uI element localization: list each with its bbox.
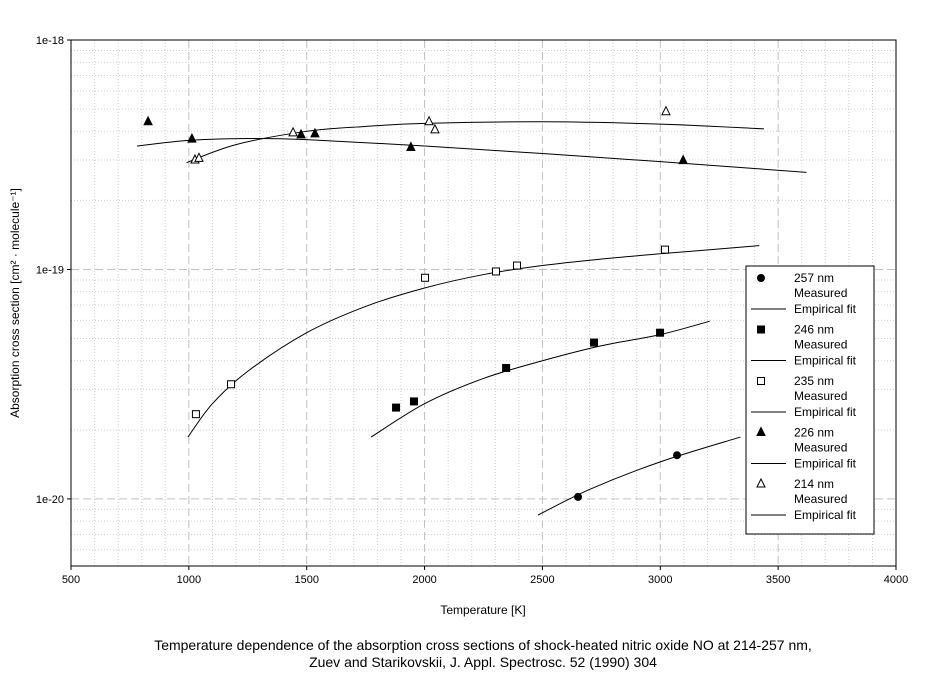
data-point-235nm [661,245,669,254]
legend-measured-235nm: Measured [794,389,847,403]
caption-line-2: Zuev and Starikovskii, J. Appl. Spectros… [309,654,657,670]
x-tick-label: 500 [62,574,80,586]
x-tick-label: 1000 [177,574,201,586]
y-tick-label: 1e-18 [36,35,64,47]
data-point-226nm [296,128,306,139]
legend-fit-label-246nm: Empirical fit [794,354,857,368]
data-point-214nm [430,123,440,134]
fit-lines [136,121,807,516]
legend-fit-label-226nm: Empirical fit [794,457,857,471]
data-points [143,105,688,501]
legend-label-246nm: 246 nm [794,323,834,337]
legend-marker-246nm [757,325,765,334]
caption: Temperature dependence of the absorption… [0,637,937,671]
data-point-235nm [491,267,500,276]
legend-label-257nm: 257 nm [794,271,834,285]
y-axis-label: Absorption cross section [cm² · molecule… [8,188,22,418]
legend-fit-label-257nm: Empirical fit [794,302,857,316]
fit-line-246nm [370,320,710,438]
legend-measured-257nm: Measured [794,286,847,300]
data-point-214nm [288,126,298,137]
fit-line-226nm [136,137,807,173]
legend-fit-label-214nm: Empirical fit [794,508,857,522]
legend-label-214nm: 214 nm [794,477,834,491]
data-point-246nm [656,328,665,337]
x-tick-label: 3500 [766,574,790,586]
data-point-235nm [191,410,200,419]
x-tick-label: 1500 [294,574,318,586]
data-point-246nm [502,363,511,372]
y-tick-label: 1e-20 [36,494,64,506]
x-tick-label: 2500 [530,574,554,586]
data-point-235nm [227,380,236,389]
caption-line-1: Temperature dependence of the absorption… [154,637,812,653]
fit-line-214nm [186,121,765,164]
data-point-257nm [574,492,583,501]
data-point-246nm [392,403,401,412]
data-point-235nm [512,261,521,270]
legend-measured-214nm: Measured [794,492,847,506]
data-point-235nm [421,273,430,282]
data-point-257nm [673,451,682,460]
data-point-246nm [590,338,599,347]
data-point-226nm [678,154,688,165]
fit-line-235nm [187,245,760,438]
x-axis-label: Temperature [K] [440,603,525,617]
data-point-246nm [409,397,418,406]
plot-frame [70,39,897,567]
legend-measured-226nm: Measured [794,441,847,455]
axis-ticks: 500 1000 1500 2000 2500 3000 3500 4000 1e-18 1e-1… [36,35,908,586]
legend-fit-label-235nm: Empirical fit [794,405,857,419]
legend-label-235nm: 235 nm [794,374,834,388]
x-tick-label: 3000 [648,574,672,586]
legend-marker-214nm [756,477,766,488]
x-tick-label: 2000 [412,574,436,586]
data-point-214nm [661,105,671,116]
chart: 500 1000 1500 2000 2500 3000 3500 4000 1e-18 1e-1… [8,35,908,617]
legend-measured-246nm: Measured [794,338,847,352]
legend-marker-235nm [757,377,765,385]
data-point-214nm [424,115,434,126]
data-point-226nm [143,115,153,126]
data-point-226nm [310,127,320,138]
data-point-226nm [187,132,197,143]
legend-marker-257nm [757,274,765,282]
legend-marker-226nm [756,426,766,436]
data-point-226nm [406,141,416,152]
y-tick-label: 1e-19 [36,264,64,276]
fit-line-257nm [537,436,741,516]
x-tick-label: 4000 [884,574,908,586]
legend-label-226nm: 226 nm [794,426,834,440]
data-point-214nm [194,152,204,162]
